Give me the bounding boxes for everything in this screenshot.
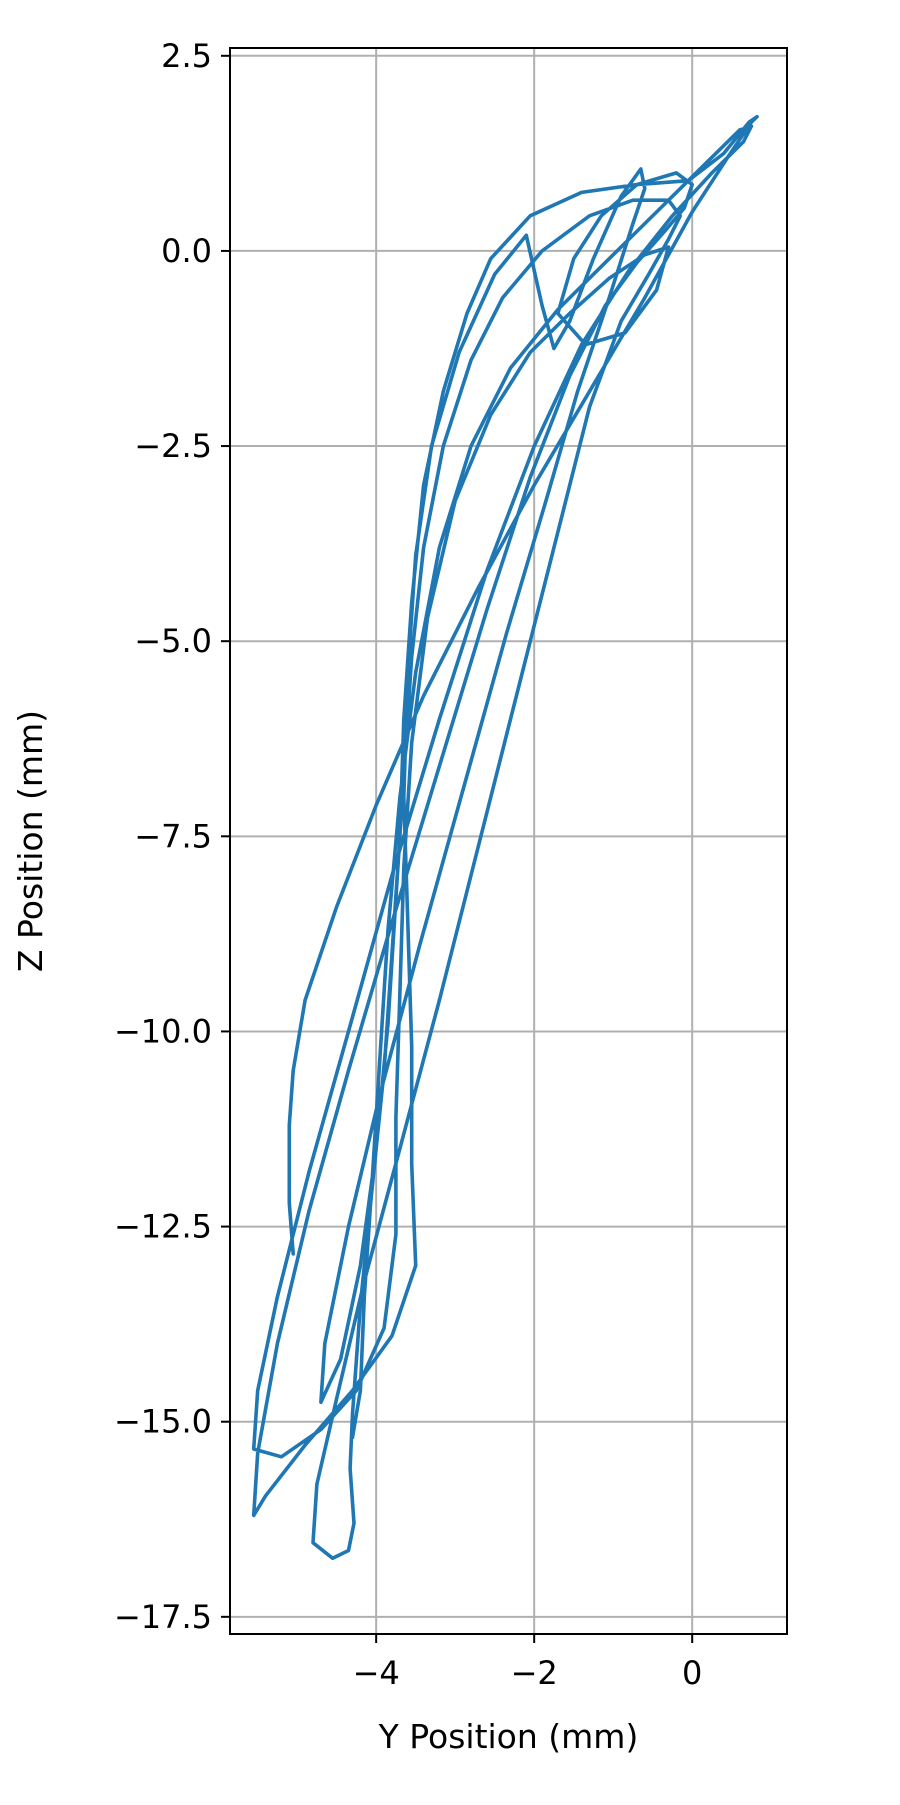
x-tick-labels: −4 −2 0 — [353, 1654, 703, 1692]
y-tick-label: −15.0 — [114, 1403, 212, 1441]
y-tick-label: −5.0 — [134, 622, 212, 660]
plot-frame — [229, 47, 788, 1635]
series-line — [251, 114, 759, 1561]
tick-marks — [221, 54, 694, 1643]
series-layer — [251, 114, 759, 1561]
y-tick-label: 2.5 — [161, 37, 212, 75]
x-axis-label: Y Position (mm) — [378, 1717, 639, 1756]
x-tick-label: −4 — [353, 1654, 400, 1692]
y-tick-label: 0.0 — [161, 232, 212, 270]
y-tick-label: −2.5 — [134, 427, 212, 465]
y-tick-labels: 2.5 0.0 −2.5 −5.0 −7.5 −10.0 −12.5 −15.0 −17.5 — [114, 37, 212, 1636]
y-tick-label: −7.5 — [134, 817, 212, 855]
grid-lines — [230, 48, 787, 1634]
y-tick-label: −10.0 — [114, 1012, 212, 1050]
x-tick-label: −2 — [511, 1654, 558, 1692]
y-axis-label: Z Position (mm) — [11, 710, 50, 972]
y-tick-label: −12.5 — [114, 1208, 212, 1246]
x-tick-label: 0 — [682, 1654, 702, 1692]
y-tick-label: −17.5 — [114, 1598, 212, 1636]
